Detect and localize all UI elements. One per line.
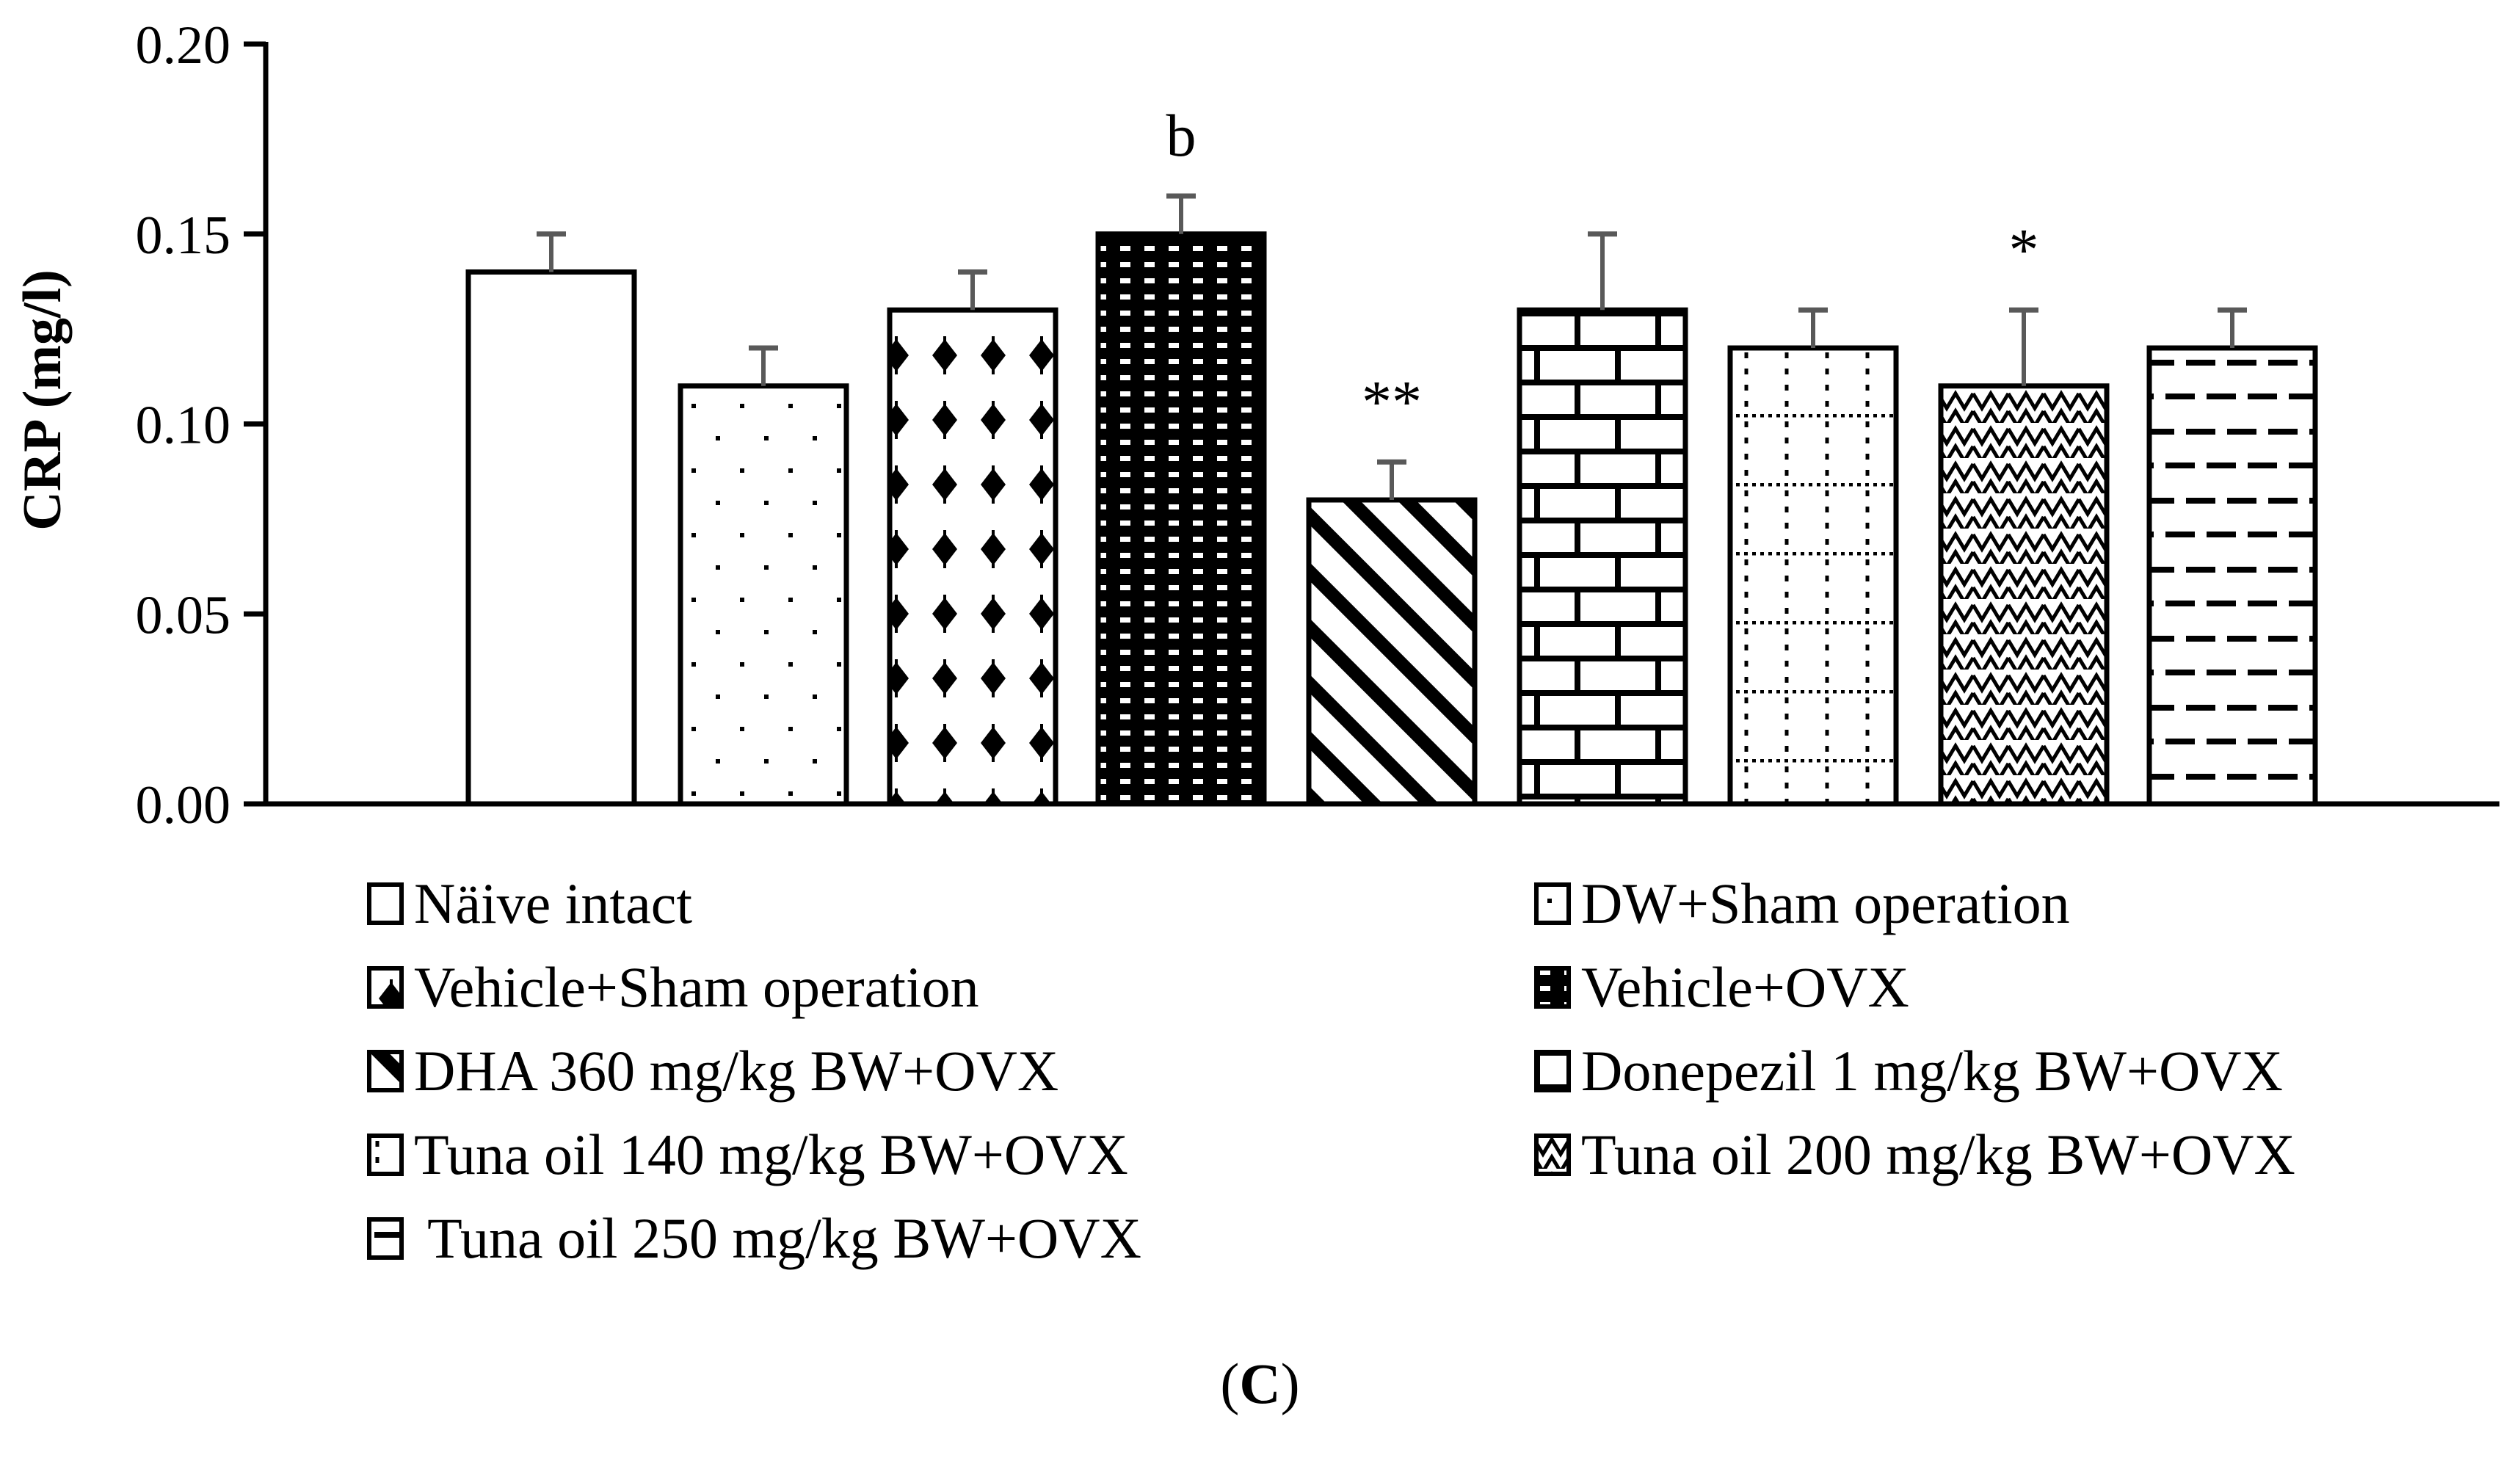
bars-group <box>465 193 2318 807</box>
significance-marker: b <box>1166 102 1197 169</box>
annotations-group: b*** <box>1166 102 2039 435</box>
legend-swatch-icon <box>1534 882 1571 925</box>
legend-item: Vehicle+OVX <box>1534 954 2488 1021</box>
legend: Näive intact DW+Sham operation Vehicle+Sha… <box>367 870 2496 1272</box>
bar <box>1306 497 1478 807</box>
bar <box>1095 231 1267 807</box>
bar <box>2146 345 2318 807</box>
legend-item: DHA 360 mg/kg BW+OVX <box>367 1037 1534 1105</box>
bar <box>678 383 849 807</box>
legend-label: Donepezil 1 mg/kg BW+OVX <box>1581 1039 2283 1103</box>
significance-marker: ** <box>1362 368 1422 435</box>
bar <box>1517 307 1688 807</box>
bar <box>887 307 1059 807</box>
legend-swatch-icon <box>367 1050 404 1092</box>
legend-item: Tuna oil 200 mg/kg BW+OVX <box>1534 1121 2488 1189</box>
bar <box>1938 383 2110 807</box>
legend-item: Tuna oil 140 mg/kg BW+OVX <box>367 1121 1534 1189</box>
y-tick-label: 0.15 <box>136 206 231 266</box>
legend-swatch-icon <box>367 882 404 925</box>
legend-label: Näive intact <box>414 871 692 935</box>
y-axis-title: CRP (mg/l) <box>12 269 73 531</box>
y-tick-label: 0.20 <box>136 15 231 76</box>
legend-item: Näive intact <box>367 870 1534 937</box>
legend-label: Vehicle+Sham operation <box>414 955 979 1019</box>
legend-item: DW+Sham operation <box>1534 870 2488 937</box>
legend-swatch-icon <box>1534 1134 1571 1176</box>
legend-label: Tuna oil 140 mg/kg BW+OVX <box>414 1122 1128 1186</box>
legend-label: Vehicle+OVX <box>1581 955 1909 1019</box>
legend-item: Tuna oil 250 mg/kg BW+OVX <box>367 1205 1534 1272</box>
panel-label-close: ) <box>1280 1352 1300 1415</box>
y-tick-label: 0.10 <box>136 396 231 456</box>
legend-item: Donepezil 1 mg/kg BW+OVX <box>1534 1037 2488 1105</box>
panel-label-open: ( <box>1220 1352 1240 1415</box>
panel-label-letter: C <box>1239 1352 1281 1415</box>
legend-label: Tuna oil 200 mg/kg BW+OVX <box>1581 1122 2295 1186</box>
legend-swatch-icon <box>367 1217 404 1260</box>
legend-label: Tuna oil 250 mg/kg BW+OVX <box>414 1206 1141 1270</box>
panel-label: (C) <box>0 1351 2520 1417</box>
significance-marker: * <box>2009 216 2039 283</box>
legend-swatch-icon <box>1534 966 1571 1009</box>
legend-label: DHA 360 mg/kg BW+OVX <box>414 1039 1059 1103</box>
y-tick-label: 0.00 <box>136 775 231 835</box>
bar <box>1727 345 1899 807</box>
legend-label: DW+Sham operation <box>1581 871 2070 935</box>
legend-swatch-icon <box>367 966 404 1009</box>
legend-swatch-icon <box>367 1134 404 1176</box>
legend-swatch-icon <box>1534 1050 1571 1092</box>
y-tick-label: 0.05 <box>136 585 231 645</box>
bar <box>465 269 637 807</box>
legend-item: Vehicle+Sham operation <box>367 954 1534 1021</box>
